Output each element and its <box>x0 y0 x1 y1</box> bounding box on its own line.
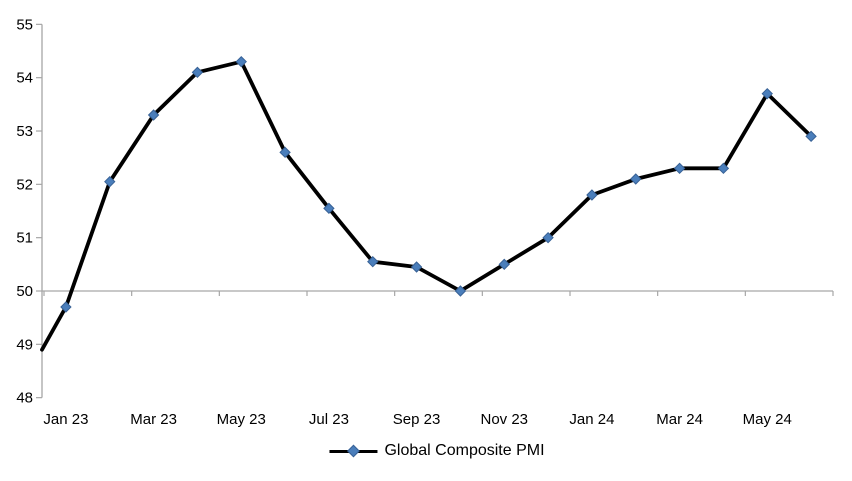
x-axis-label: May 24 <box>743 411 792 428</box>
x-axis-label: Jan 23 <box>43 411 88 428</box>
legend-line-sample <box>329 444 378 458</box>
data-point-marker <box>104 175 116 188</box>
data-point-marker <box>147 109 160 121</box>
x-axis-label: May 23 <box>217 411 266 428</box>
y-axis-label: 50 <box>16 283 33 300</box>
x-axis-label: Nov 23 <box>480 411 528 428</box>
data-point-marker <box>454 285 467 297</box>
x-axis-label: Sep 23 <box>393 411 441 428</box>
x-axis-label: Mar 24 <box>656 411 703 428</box>
y-axis-label: 54 <box>16 70 33 87</box>
data-point-marker <box>542 231 554 244</box>
data-point-marker <box>367 255 379 268</box>
data-point-marker <box>630 173 642 185</box>
chart-legend: Global Composite PMI <box>329 442 545 460</box>
data-point-marker <box>805 130 817 143</box>
y-axis-label: 55 <box>16 16 33 33</box>
y-axis-label: 51 <box>16 230 33 247</box>
x-axis-label: Jul 23 <box>309 411 349 428</box>
data-point-marker <box>498 258 510 271</box>
pmi-line-chart: 55 54 53 52 51 50 49 48 Jan 23 Mar 23 May 23 Jul 23… <box>16 16 834 428</box>
legend-marker-diamond-icon <box>347 444 360 458</box>
legend-label: Global Composite PMI <box>384 442 545 459</box>
data-point-marker <box>761 87 773 100</box>
y-axis-label: 53 <box>16 123 33 140</box>
y-axis-label: 48 <box>16 390 33 407</box>
data-point-marker <box>235 55 247 68</box>
data-point-marker <box>191 66 204 79</box>
y-axis-label: 52 <box>16 176 33 193</box>
data-point-marker <box>586 189 598 201</box>
data-point-marker <box>323 202 335 215</box>
x-axis-label: Jan 24 <box>569 411 614 428</box>
y-axis-label: 49 <box>16 336 33 353</box>
data-point-marker <box>60 301 72 313</box>
data-point-marker <box>717 162 730 175</box>
pmi-series-line <box>40 59 813 352</box>
data-point-marker <box>279 146 291 159</box>
x-axis-label: Mar 23 <box>130 411 177 428</box>
data-point-marker <box>410 261 423 273</box>
data-point-marker <box>673 162 686 175</box>
